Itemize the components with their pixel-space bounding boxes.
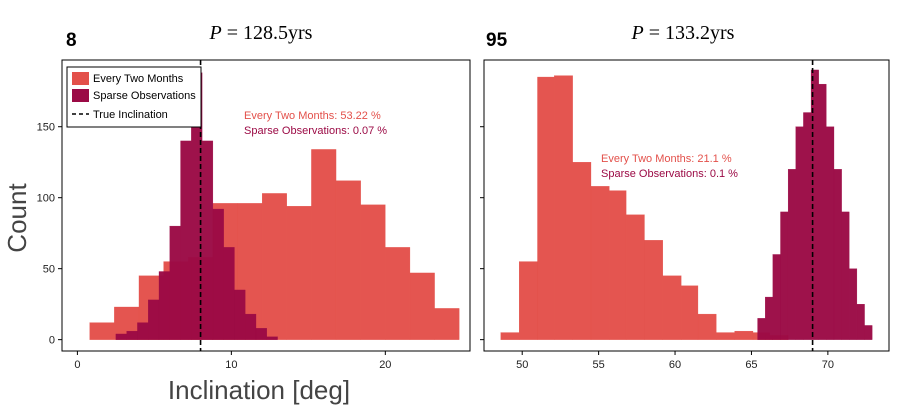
axes-frame — [61, 59, 471, 352]
title-italic: P — [209, 22, 222, 44]
bar-every-two-months — [500, 332, 520, 340]
bar-every-two-months — [261, 193, 287, 340]
annotation-sparse-observations: Sparse Observations: 0.1 % — [601, 168, 738, 180]
bar-sparse-observations — [169, 225, 181, 340]
x-tick-label: 70 — [822, 359, 834, 371]
bar-every-two-months — [409, 272, 435, 340]
bar-sparse-observations — [841, 211, 850, 340]
bar-every-two-months — [572, 162, 592, 340]
annotation-sparse-observations: Sparse Observations: 0.07 % — [244, 125, 387, 137]
y-tick-label: 0 — [49, 335, 55, 347]
x-tick-label: 65 — [745, 359, 757, 371]
bar-sparse-observations — [223, 247, 235, 340]
annotation-every-two-months: Every Two Months: 53.22 % — [244, 110, 381, 122]
bar-sparse-observations — [856, 304, 865, 340]
bar-sparse-observations — [126, 330, 138, 340]
title-rest: = 133.2yrs — [644, 22, 735, 44]
panel-title-95: P = 133.2yrs — [631, 22, 735, 44]
bar-sparse-observations — [148, 299, 160, 340]
title-rest: = 128.5yrs — [222, 22, 313, 44]
panel-95: 95 P = 133.2yrs 50 55 60 65 70 Every Two Mon… — [480, 22, 890, 371]
bars-group — [500, 69, 873, 340]
bar-sparse-observations — [201, 140, 214, 340]
bar-every-two-months — [681, 285, 699, 340]
bar-sparse-observations — [115, 333, 127, 340]
legend-box — [66, 66, 202, 128]
x-ticks: 50 55 60 65 70 — [516, 351, 834, 371]
x-tick-label: 55 — [592, 359, 604, 371]
x-tick-label: 10 — [225, 359, 237, 371]
panel-label-95: 95 — [486, 30, 508, 51]
bar-every-two-months — [335, 180, 361, 340]
bar-every-two-months — [519, 261, 538, 340]
y-ticks: 0 50 100 150 — [37, 122, 62, 347]
bar-sparse-observations — [137, 322, 149, 340]
annotation-every-two-months: Every Two Months: 21.1 % — [601, 153, 732, 165]
panel-label-8: 8 — [66, 30, 77, 51]
y-ticks — [480, 126, 484, 341]
bar-sparse-observations — [787, 169, 796, 340]
bar-sparse-observations — [826, 126, 835, 340]
y-axis-label: Count — [2, 183, 32, 253]
bar-sparse-observations — [757, 318, 766, 340]
legend-swatch-every-two-months — [72, 72, 89, 85]
bar-sparse-observations — [765, 296, 774, 340]
legend: Every Two Months Sparse Observations Tru… — [66, 66, 202, 128]
y-tick-label: 100 — [37, 193, 55, 205]
bar-every-two-months — [286, 206, 312, 340]
x-tick-label: 0 — [74, 359, 80, 371]
legend-swatch-sparse-observations — [72, 89, 89, 102]
bar-every-two-months — [434, 308, 460, 340]
bar-every-two-months — [609, 190, 627, 340]
y-tick-label: 150 — [37, 122, 55, 134]
bar-sparse-observations — [849, 268, 858, 340]
x-tick-label: 50 — [516, 359, 528, 371]
bar-sparse-observations — [245, 313, 257, 340]
bar-every-two-months — [89, 322, 115, 340]
bar-every-two-months — [644, 240, 663, 340]
bar-sparse-observations — [158, 271, 170, 340]
bar-every-two-months — [537, 76, 555, 340]
bar-every-two-months — [311, 149, 337, 340]
bar-sparse-observations — [780, 211, 789, 340]
axes-frame — [483, 59, 890, 352]
bar-sparse-observations — [795, 126, 804, 340]
bar-every-two-months — [625, 214, 645, 340]
legend-label-true-inclination: True Inclination — [93, 109, 168, 121]
x-tick-label: 20 — [379, 359, 391, 371]
panel-8: 8 P = 128.5yrs 0 10 20 0 50 100 150 Every Two… — [2, 22, 471, 405]
x-axis-label: Inclination [deg] — [168, 375, 350, 405]
y-tick-label: 50 — [43, 264, 55, 276]
bar-every-two-months — [385, 247, 411, 340]
bar-sparse-observations — [833, 169, 842, 340]
bar-sparse-observations — [255, 328, 267, 340]
bar-every-two-months — [554, 75, 573, 340]
x-tick-label: 60 — [669, 359, 681, 371]
bar-every-two-months — [662, 275, 682, 340]
x-ticks: 0 10 20 — [74, 351, 391, 371]
bar-every-two-months — [734, 330, 754, 340]
bar-every-two-months — [697, 313, 717, 340]
legend-label-every-two-months: Every Two Months — [93, 73, 184, 85]
legend-label-sparse-observations: Sparse Observations — [93, 90, 196, 102]
bar-sparse-observations — [234, 289, 246, 340]
bar-every-two-months — [360, 204, 386, 340]
bar-sparse-observations — [212, 208, 224, 340]
bar-sparse-observations — [803, 112, 812, 340]
bar-every-two-months — [590, 186, 610, 340]
title-italic: P — [631, 22, 644, 44]
bar-sparse-observations — [266, 336, 278, 340]
bar-sparse-observations — [772, 254, 781, 340]
bar-sparse-observations — [180, 140, 192, 340]
panel-title-8: P = 128.5yrs — [209, 22, 313, 44]
bar-every-two-months — [716, 332, 735, 340]
bar-sparse-observations — [818, 83, 827, 340]
bar-sparse-observations — [864, 325, 873, 340]
bars-group — [89, 72, 460, 340]
